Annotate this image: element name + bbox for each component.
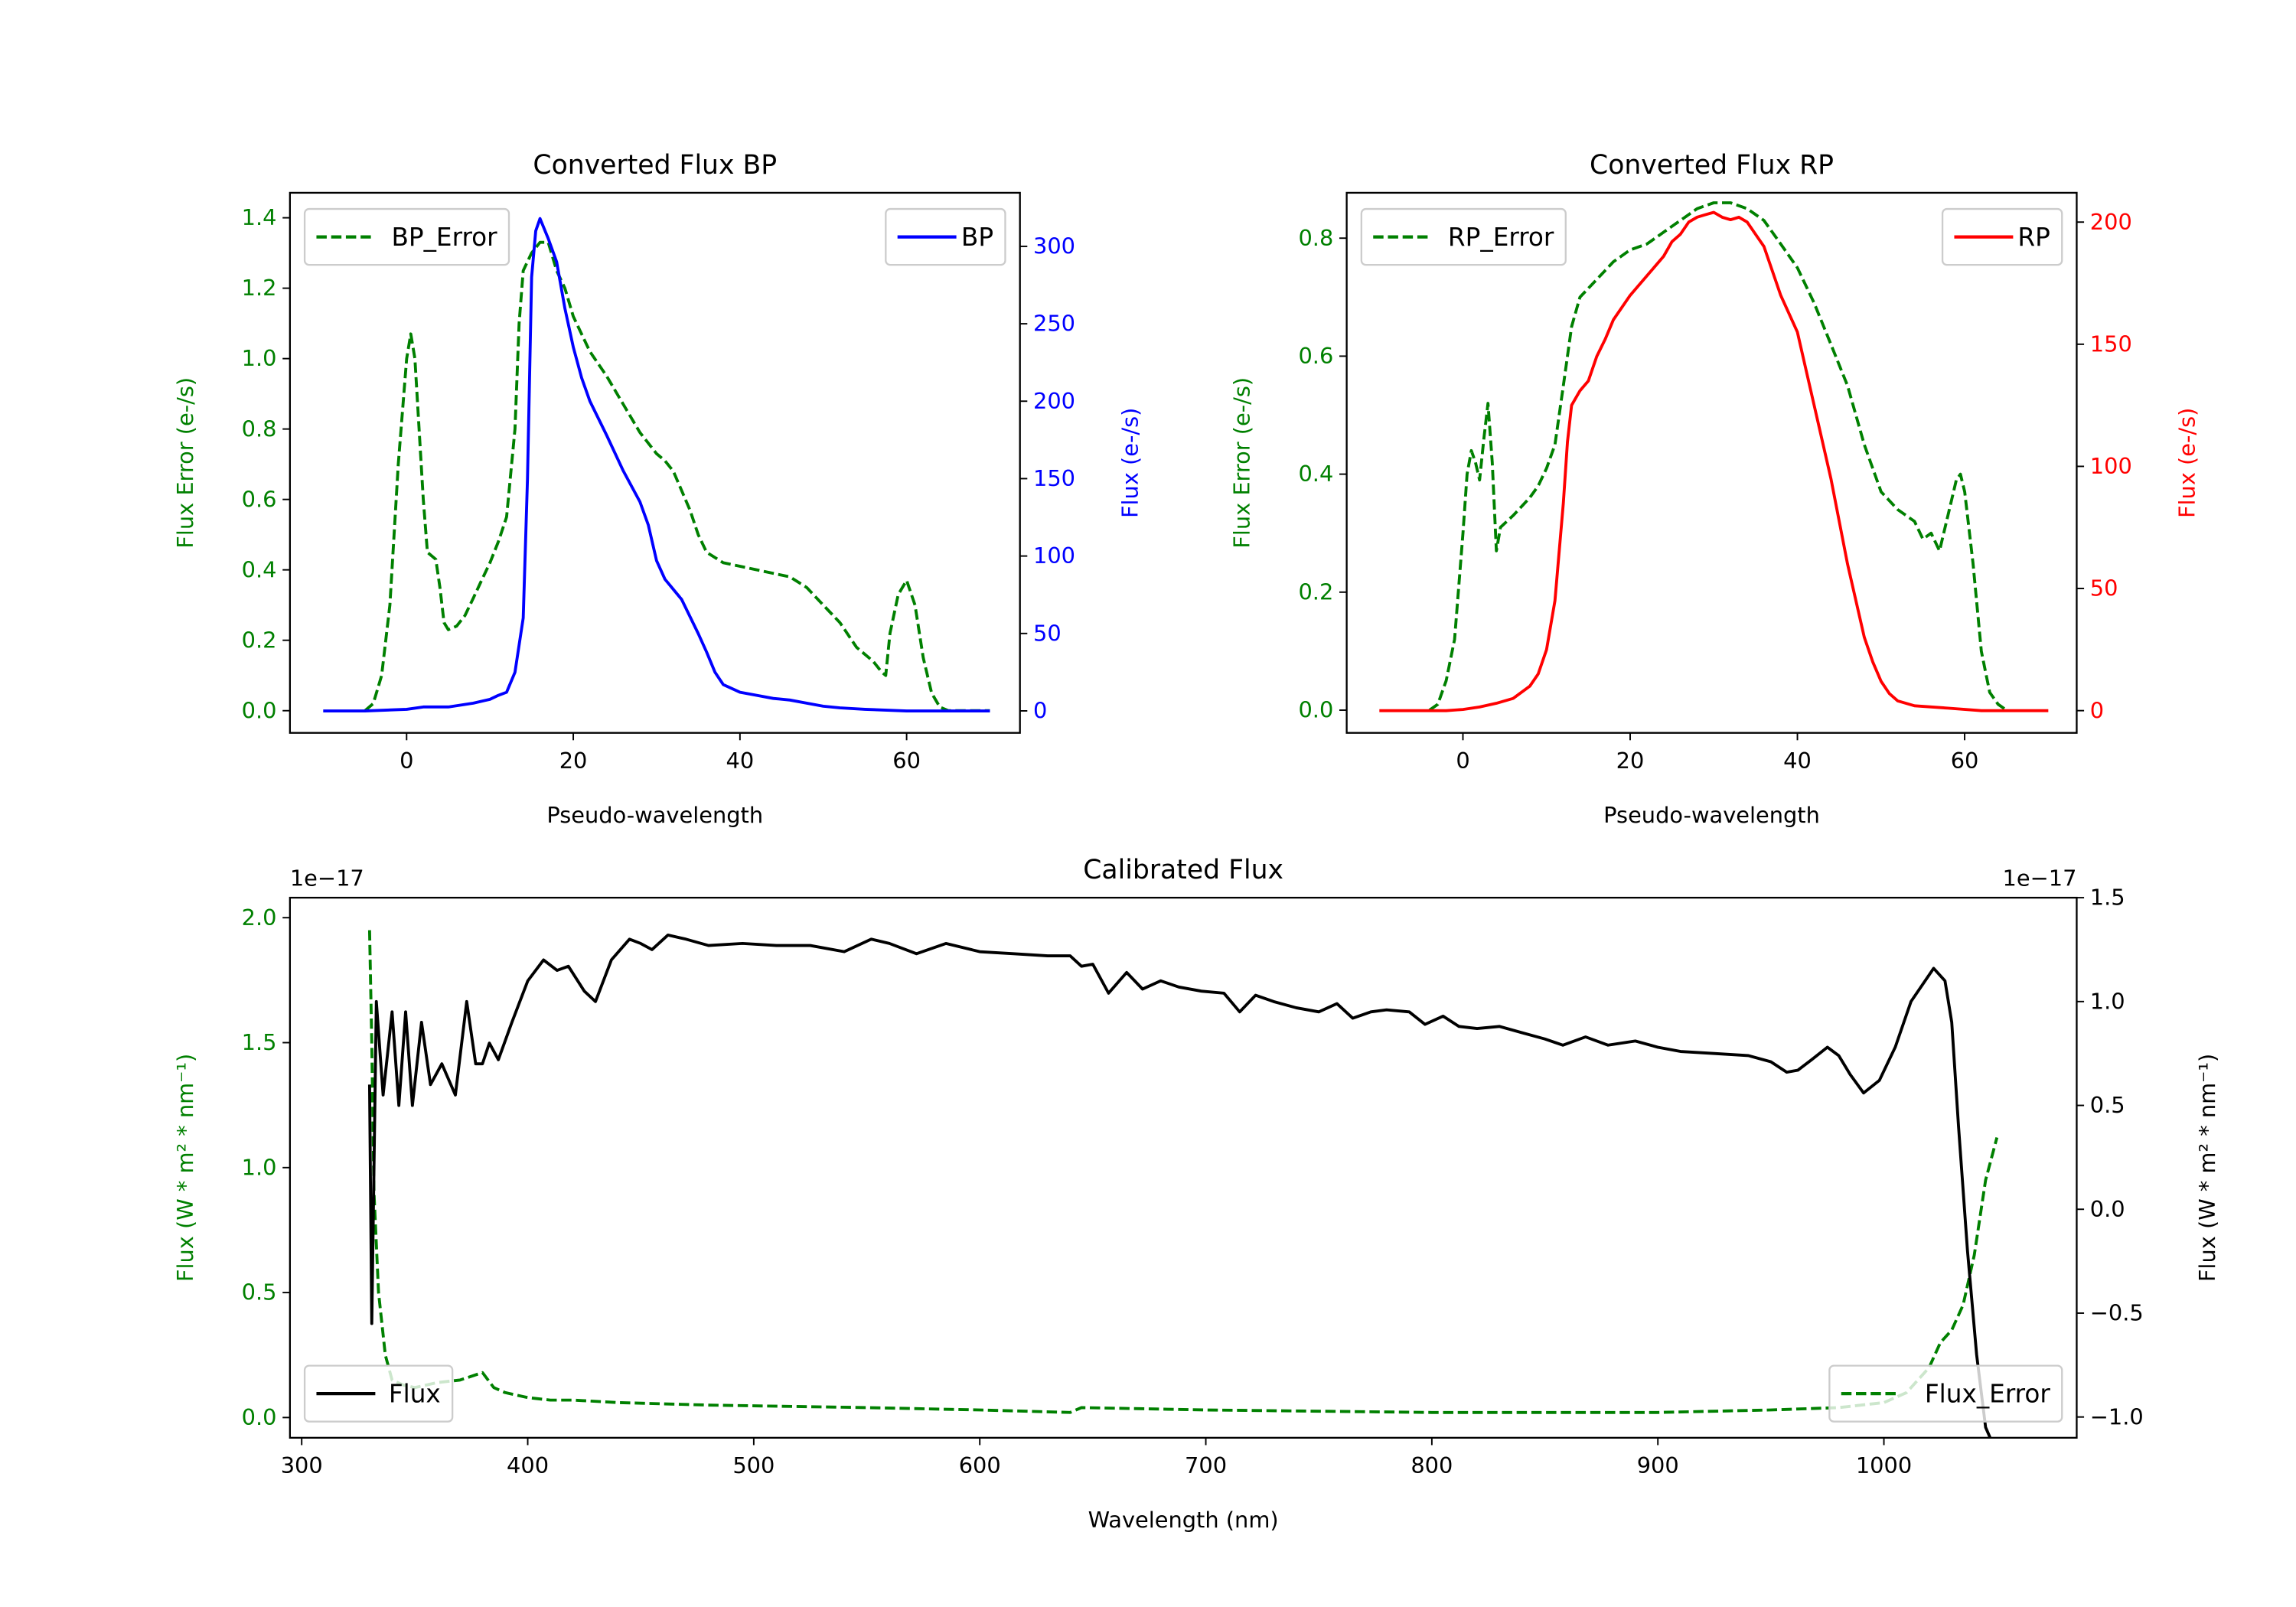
legend-label: BP_Error (391, 223, 497, 252)
y-right-tick-label: −0.5 (2090, 1300, 2144, 1326)
y-left-axis-label: Flux Error (e-/s) (172, 377, 198, 549)
y-right-tick-label: 100 (2090, 453, 2132, 479)
y-right-tick-label: 200 (2090, 209, 2132, 235)
legend-rp-error: RP_Error (1360, 207, 1567, 266)
y-right-tick-label: 200 (1033, 388, 1075, 414)
series-flux-line (367, 934, 1992, 1438)
x-tick-label: 900 (1637, 1452, 1679, 1478)
series-flux-error-line (367, 930, 1999, 1414)
legend-bp-error: BP_Error (303, 207, 510, 266)
legend-box (1360, 207, 1567, 266)
y-right-tick-label: 100 (1033, 543, 1075, 569)
x-axis-label: Pseudo-wavelength (1603, 802, 1820, 828)
legend-flux: Flux (303, 1364, 454, 1423)
y-left-tick-label: 1.2 (242, 275, 277, 301)
y-left-tick-label: 0.6 (242, 486, 277, 512)
x-tick-label: 0 (1456, 748, 1469, 774)
x-tick-label: 500 (732, 1452, 775, 1478)
legend-bp: BP (885, 207, 1006, 266)
y-left-tick-label: 0.4 (242, 556, 277, 582)
y-right-axis-label: Flux (W * m² * nm⁻¹) (2194, 1054, 2220, 1282)
y-left-tick-label: 2.0 (242, 905, 277, 931)
y-left-axis-label: Flux (W * m² * nm⁻¹) (172, 1054, 198, 1282)
y-right-tick-label: 150 (1033, 465, 1075, 491)
legend-box (1828, 1364, 2063, 1423)
legend-box (303, 207, 510, 266)
series-bp-line (323, 217, 990, 712)
y-right-tick-label: 0.5 (2090, 1092, 2125, 1118)
y-right-axis-label: Flux (e-/s) (2174, 408, 2200, 518)
x-tick-label: 20 (1616, 748, 1645, 774)
x-tick-label: 40 (1783, 748, 1812, 774)
axes-frame (289, 896, 2078, 1439)
x-axis-label: Wavelength (nm) (1088, 1507, 1279, 1533)
series-rp-error-line (1428, 201, 2007, 712)
x-tick-label: 0 (400, 748, 413, 774)
series-rp-line (1379, 210, 2049, 712)
x-tick-label: 800 (1411, 1452, 1453, 1478)
x-tick-label: 300 (281, 1452, 323, 1478)
x-tick-label: 60 (892, 748, 921, 774)
y-right-tick-label: 0 (2090, 697, 2104, 723)
legend-label: RP_Error (1448, 223, 1554, 252)
y-right-tick-label: 300 (1033, 233, 1075, 259)
y-left-offset-text: 1e−17 (290, 865, 364, 892)
chart-2: 300 400 500 600 700 800 900 1000 0.0 0.5 1.0 1.5 2.0… (172, 855, 2220, 1533)
y-right-tick-label: 250 (1033, 311, 1075, 337)
x-tick-label: 20 (559, 748, 588, 774)
legend-label: Flux_Error (1925, 1380, 2051, 1409)
chart-title: Calibrated Flux (1083, 855, 1283, 885)
x-tick-label: 40 (726, 748, 754, 774)
y-right-tick-label: 1.0 (2090, 988, 2125, 1014)
x-axis-label: Pseudo-wavelength (546, 802, 763, 828)
y-left-tick-label: 0.4 (1298, 461, 1333, 487)
chart-0: 0 20 40 60 0.0 0.2 0.4 0.6 0.8 1.0 1.2 1.4 0 50 100 150… (172, 150, 1143, 828)
x-tick-label: 60 (1951, 748, 1979, 774)
series-bp-error-line (364, 240, 990, 712)
y-left-tick-label: 0.8 (242, 416, 277, 442)
legend-label: BP (961, 223, 993, 252)
y-right-tick-label: 150 (2090, 331, 2132, 357)
y-left-tick-label: 0.5 (242, 1279, 277, 1305)
y-left-tick-label: 1.0 (242, 1154, 277, 1180)
legend-label: RP (2017, 223, 2050, 252)
chart-title: Converted Flux BP (533, 150, 777, 181)
chart-title: Converted Flux RP (1590, 150, 1834, 181)
y-left-tick-label: 0.2 (1298, 579, 1333, 605)
y-right-offset-text: 1e−17 (2003, 865, 2077, 892)
y-left-tick-label: 0.2 (242, 627, 277, 653)
y-right-tick-label: 1.5 (2090, 885, 2125, 911)
legend-flux-error: Flux_Error (1828, 1364, 2063, 1423)
y-right-axis-label: Flux (e-/s) (1117, 408, 1143, 518)
y-left-tick-label: 0.6 (1298, 343, 1333, 369)
y-right-tick-label: −1.0 (2090, 1403, 2144, 1429)
y-left-tick-label: 1.5 (242, 1029, 277, 1055)
legend-box (303, 1364, 454, 1423)
y-left-tick-label: 0.0 (242, 1404, 277, 1430)
y-right-tick-label: 0.0 (2090, 1196, 2125, 1222)
y-left-tick-label: 0.0 (242, 697, 277, 723)
chart-1: 0 20 40 60 0.0 0.2 0.4 0.6 0.8 0 50 100 150 200 Conver… (1229, 150, 2200, 828)
x-tick-label: 1000 (1856, 1452, 1912, 1478)
y-left-tick-label: 0.0 (1298, 697, 1333, 723)
x-tick-label: 700 (1185, 1452, 1227, 1478)
legend-label: Flux (389, 1380, 441, 1409)
y-left-tick-label: 1.4 (242, 204, 277, 230)
y-left-tick-label: 1.0 (242, 345, 277, 371)
y-left-axis-label: Flux Error (e-/s) (1229, 377, 1255, 549)
axes-frame (1345, 191, 2078, 734)
y-left-tick-label: 0.8 (1298, 225, 1333, 251)
x-tick-label: 400 (507, 1452, 549, 1478)
legend-rp: RP (1941, 207, 2063, 266)
y-right-tick-label: 0 (1033, 698, 1047, 724)
y-right-tick-label: 50 (1033, 620, 1062, 646)
x-tick-label: 600 (959, 1452, 1001, 1478)
axes-frame (289, 191, 1021, 734)
y-right-tick-label: 50 (2090, 575, 2118, 601)
